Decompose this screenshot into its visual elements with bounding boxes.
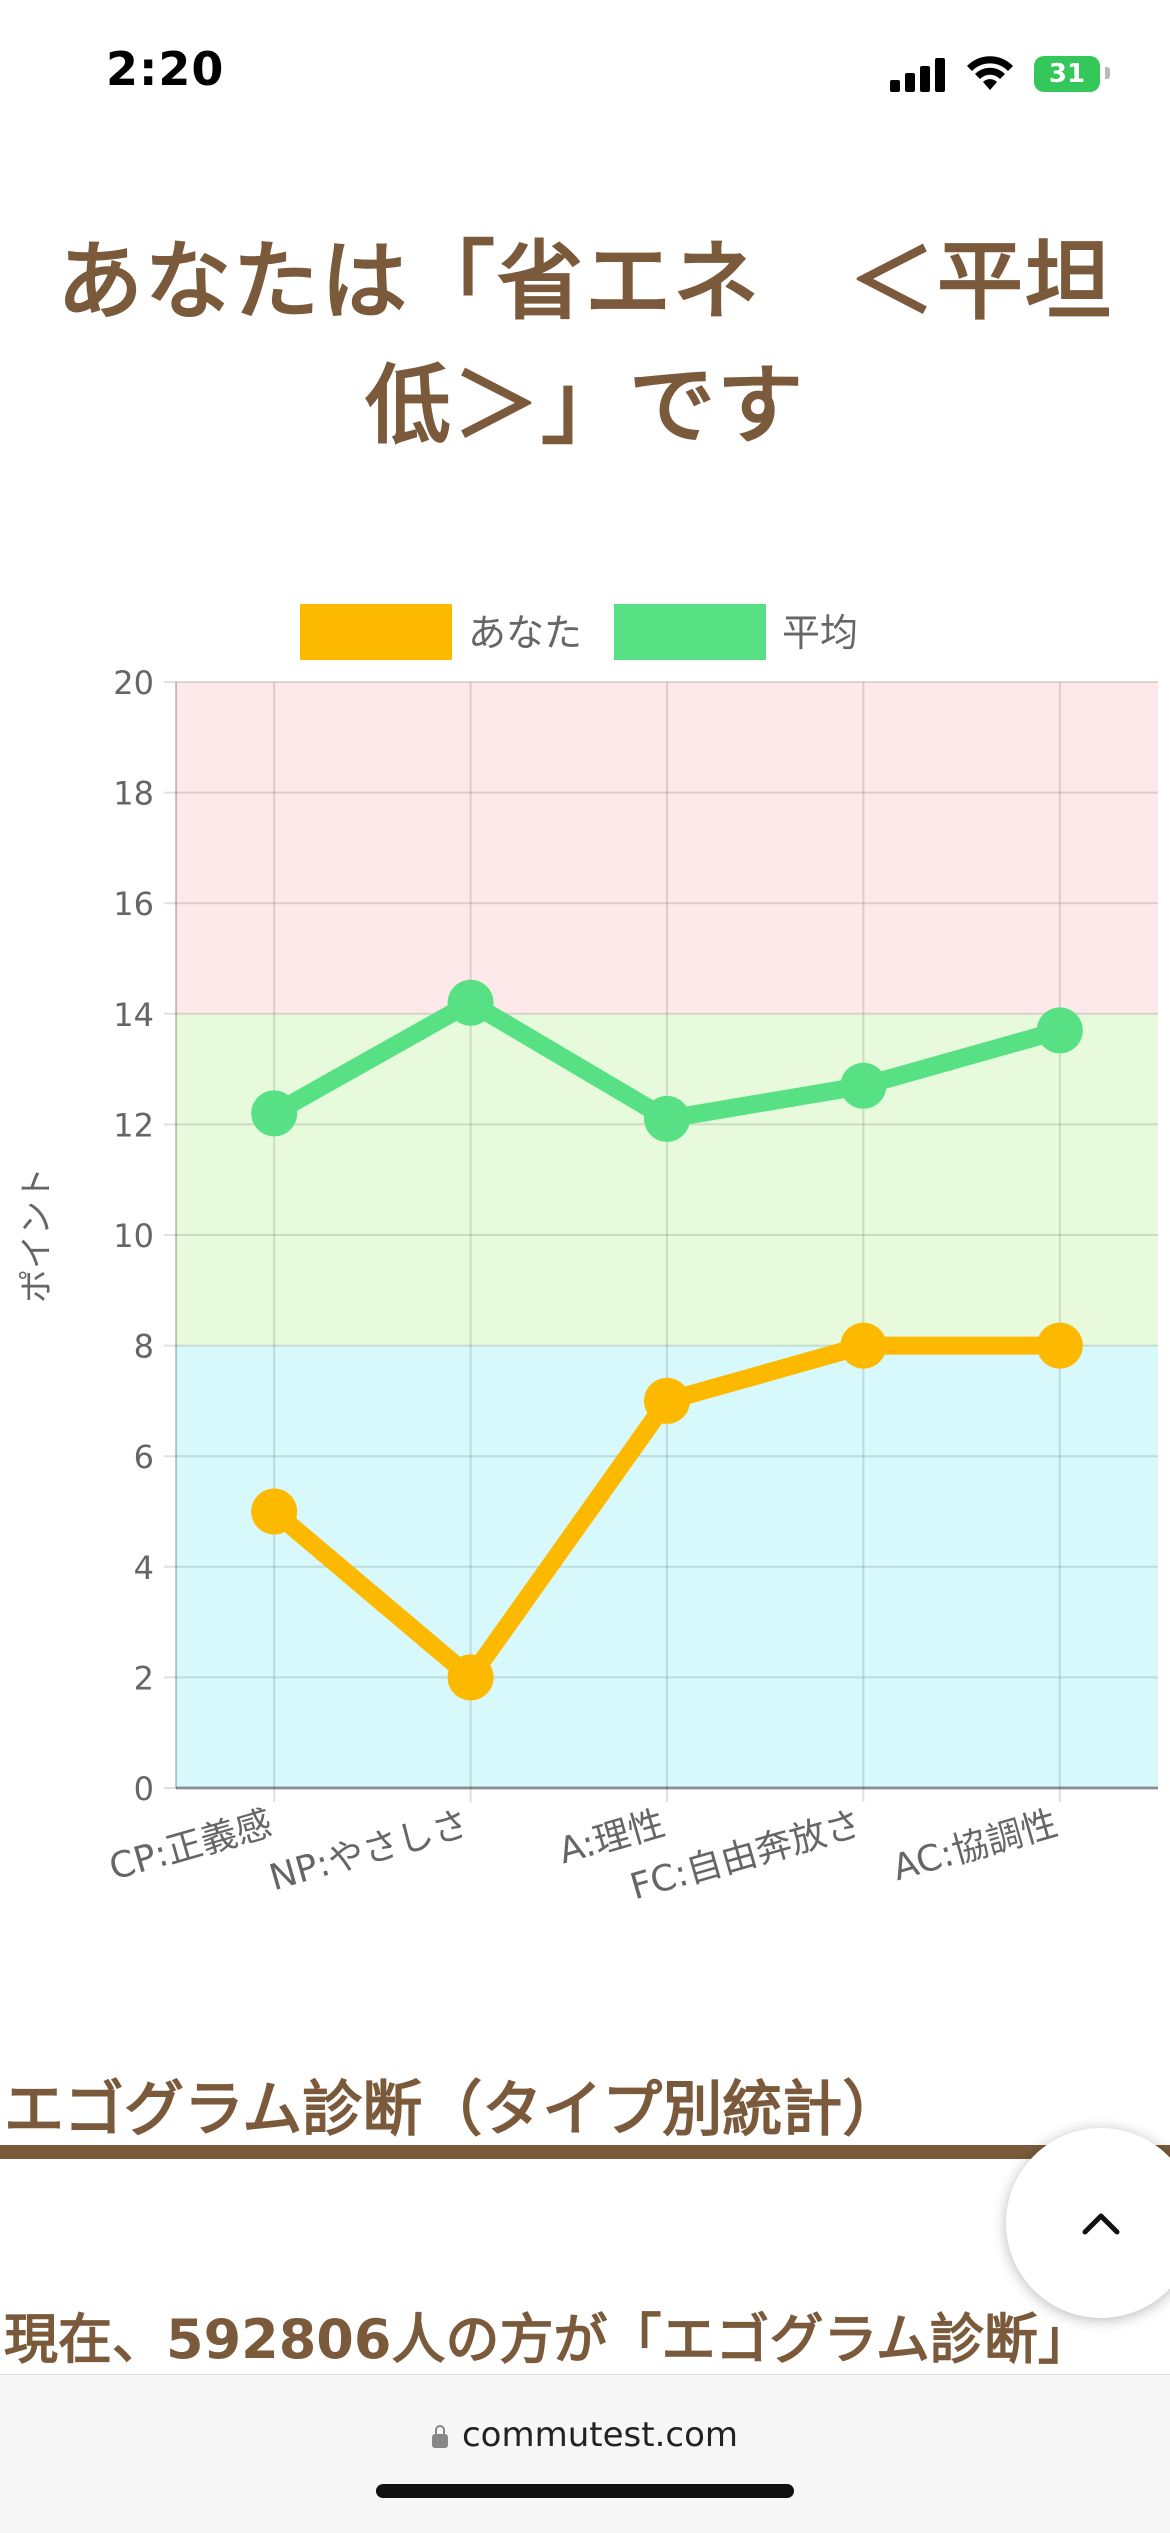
legend-label: 平均 [782, 611, 858, 655]
legend-swatch [614, 604, 766, 660]
data-point [1036, 1007, 1083, 1054]
y-tick-label: 18 [113, 775, 154, 813]
result-title: あなたは「省エネ ＜平坦低＞」です [57, 232, 1113, 456]
y-tick-label: 14 [113, 996, 154, 1034]
data-point [447, 1654, 494, 1701]
y-tick-label: 8 [134, 1328, 154, 1366]
status-time: 2:20 [106, 42, 225, 96]
egogram-chart: 0 2 4 6 8 10 12 14 16 18 20 CP:正義感 NP:やさしさ A:理性 FC:自由奔… [0, 580, 1170, 1960]
y-tick-label: 6 [134, 1438, 154, 1476]
y-tick-label: 0 [134, 1770, 154, 1808]
battery-charging-icon: 31 [1034, 56, 1100, 92]
data-point [644, 1095, 690, 1142]
scroll-to-top-button[interactable] [1006, 2128, 1170, 2318]
y-tick-label: 2 [134, 1659, 154, 1697]
browser-address-bar[interactable]: commutest.com [0, 2374, 1170, 2533]
url-display[interactable]: commutest.com [0, 2415, 1170, 2455]
data-point [251, 1090, 298, 1137]
home-indicator [376, 2484, 794, 2498]
wifi-icon [967, 56, 1013, 90]
data-point [840, 1322, 887, 1369]
chart-band-2 [176, 682, 1158, 1014]
battery-cap [1105, 67, 1110, 79]
lock-icon [431, 2425, 448, 2448]
x-tick-label: NP:やさしさ [265, 1803, 473, 1899]
section-divider [0, 2145, 1170, 2159]
y-tick-label: 4 [134, 1549, 154, 1587]
url-text: commutest.com [461, 2415, 738, 2455]
cellular-signal-icon [890, 58, 945, 92]
chevron-up-icon [1082, 2213, 1120, 2235]
data-point [644, 1377, 690, 1424]
battery-level: 31 [1048, 59, 1086, 89]
data-point [1036, 1322, 1083, 1369]
legend-label: あなた [468, 611, 582, 655]
statistics-text: 現在、592806人の方が「エゴグラム診断」 [4, 2308, 1092, 2371]
status-icons: 31 [870, 52, 1110, 96]
y-tick-label: 20 [113, 664, 154, 702]
data-point [840, 1062, 887, 1109]
y-axis-title: ポイント [17, 1167, 57, 1303]
section-heading: エゴグラム診断（タイプ別統計） [4, 2075, 903, 2145]
x-tick-label: AC:協調性 [888, 1803, 1062, 1889]
y-tick-label: 10 [113, 1217, 154, 1255]
x-tick-label: CP:正義感 [105, 1803, 277, 1888]
status-bar: 2:20 31 [0, 0, 1170, 140]
legend-swatch [300, 604, 452, 660]
data-point [447, 979, 494, 1026]
y-tick-label: 16 [113, 885, 154, 923]
data-point [251, 1488, 298, 1535]
y-tick-label: 12 [113, 1106, 154, 1144]
